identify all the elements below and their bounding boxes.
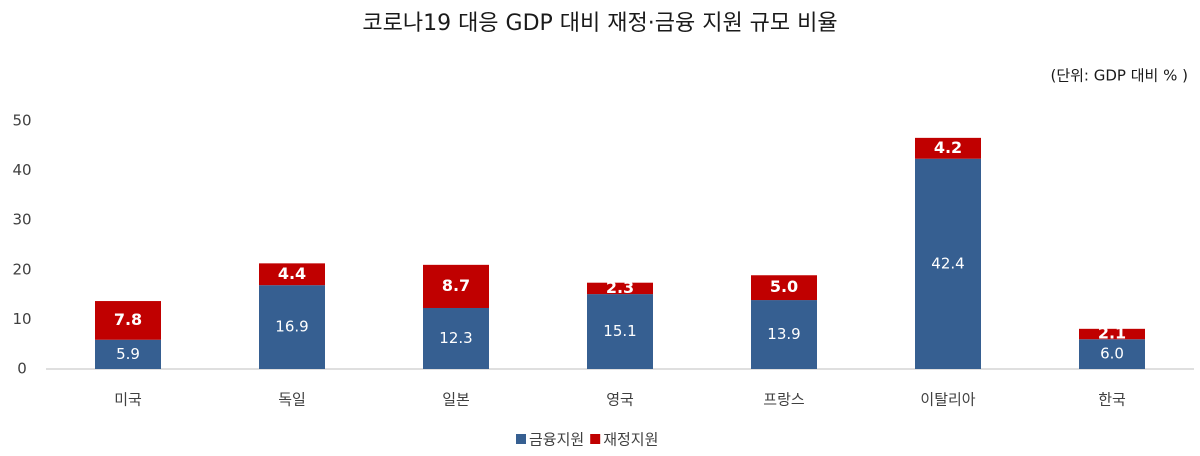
bar-segment [95, 301, 161, 340]
bar-segment [95, 339, 161, 369]
y-tick-label: 40 [12, 161, 31, 179]
bar-segment [751, 300, 817, 369]
bar-segment [259, 263, 325, 286]
y-tick-label: 20 [12, 260, 31, 278]
x-tick-label: 독일 [278, 391, 306, 409]
bar-segment [915, 137, 981, 159]
legend-swatch [516, 434, 526, 444]
chart-title: 코로나19 대응 GDP 대비 재정·금융 지원 규모 비율 [362, 11, 837, 36]
value-label: 12.3 [439, 329, 472, 347]
bar-segment [1079, 339, 1145, 369]
value-label: 4.2 [934, 138, 962, 157]
y-tick-label: 0 [17, 360, 27, 378]
x-tick-label: 미국 [114, 391, 142, 409]
bar-segment [423, 264, 489, 308]
value-label: 7.8 [114, 310, 142, 329]
x-tick-label: 한국 [1098, 391, 1126, 409]
x-tick-label: 일본 [442, 391, 470, 409]
bar-segment [1079, 328, 1145, 340]
value-label: 16.9 [275, 318, 308, 336]
value-label: 6.0 [1100, 345, 1124, 363]
value-label: 4.4 [278, 264, 306, 283]
legend-swatch [590, 434, 601, 444]
bar-segment [259, 285, 325, 369]
value-label: 5.0 [770, 277, 798, 296]
y-tick-label: 30 [12, 211, 31, 229]
value-label: 2.1 [1098, 324, 1126, 343]
bar-segment [587, 294, 653, 369]
y-tick-label: 50 [12, 112, 31, 130]
value-label: 5.9 [116, 345, 140, 363]
value-label: 15.1 [603, 322, 636, 340]
value-label: 13.9 [767, 325, 800, 343]
value-label: 42.4 [931, 254, 964, 272]
value-label: 2.3 [606, 278, 634, 297]
value-label: 8.7 [442, 276, 470, 295]
chart-subtitle: (단위: GDP 대비 % ) [1050, 67, 1188, 85]
legend-label: 금융지원 [529, 431, 584, 449]
y-tick-label: 10 [12, 310, 31, 328]
bar-segment [751, 275, 817, 301]
legend-label: 재정지원 [603, 431, 658, 449]
bar-segment [423, 307, 489, 369]
x-tick-label: 영국 [606, 391, 634, 409]
x-tick-label: 이탈리아 [920, 391, 975, 409]
bar-segment [915, 158, 981, 369]
bar-segment [587, 282, 653, 295]
x-tick-label: 프랑스 [763, 391, 805, 409]
